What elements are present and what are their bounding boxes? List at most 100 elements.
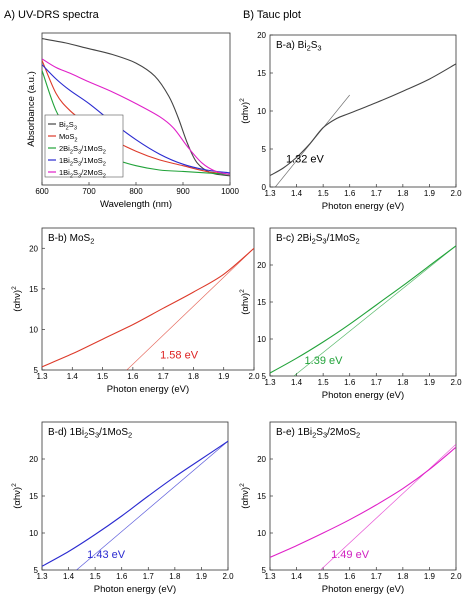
y-tick-label: 20 [29, 455, 38, 464]
x-tick-label: 1.6 [344, 378, 356, 387]
y-axis-label: Absorbance (a.u.) [26, 71, 37, 147]
series-group [42, 440, 228, 570]
x-tick-label: 2.0 [450, 378, 462, 387]
bandgap-annotation: 1.43 eV [87, 549, 126, 561]
section-header-uvdrs: A) UV-DRS spectra [4, 9, 100, 21]
chart-b_a: 1.3 1.4 1.5 1.6 1.7 1.8 1.9 2.0 0 5 10 15 20 Photon e… [239, 31, 462, 212]
x-tick-label: 1.4 [63, 572, 75, 581]
y-tick-label: 10 [29, 529, 38, 538]
x-tick-label: 1.4 [291, 378, 303, 387]
x-tick-label: 600 [35, 187, 49, 196]
x-tick-label: 2.0 [248, 372, 260, 381]
x-tick-label: 1.6 [127, 372, 139, 381]
plot-title: B-c) 2Bi2S3/1MoS2 [276, 233, 360, 246]
x-tick-label: 1.3 [264, 572, 276, 581]
legend-entry: 2Bi2S3/1MoS2 [59, 144, 106, 156]
x-tick-label: 1.7 [371, 572, 383, 581]
series-group [42, 247, 254, 370]
y-tick-label: 10 [257, 335, 266, 344]
x-axis-label: Photon energy (eV) [94, 584, 176, 595]
plot-frame [41, 421, 229, 571]
series-line [42, 60, 230, 175]
bandgap-annotation: 1.39 eV [305, 355, 344, 367]
y-tick-label: 15 [29, 492, 38, 501]
legend-entry: MoS2 [59, 132, 78, 144]
y-axis-label: (αhν)2 [11, 483, 23, 509]
fit-line [293, 245, 456, 376]
x-tick-label: 1000 [221, 187, 239, 196]
x-tick-label: 1.4 [67, 372, 79, 381]
x-tick-label: 1.8 [397, 189, 409, 198]
x-tick-label: 2.0 [222, 572, 234, 581]
y-tick-label: 0 [262, 183, 267, 192]
x-tick-label: 1.4 [291, 572, 303, 581]
y-axis-label: (αhν)2 [239, 483, 251, 509]
x-tick-label: 1.7 [371, 189, 383, 198]
y-tick-label: 5 [34, 566, 39, 575]
x-tick-label: 1.3 [36, 372, 48, 381]
chart-b_e: 1.3 1.4 1.5 1.6 1.7 1.8 1.9 2.0 5 10 15 20 Photon en… [239, 421, 462, 595]
y-tick-label: 10 [257, 529, 266, 538]
y-axis-label: (αhν)2 [239, 289, 251, 315]
y-tick-label: 15 [29, 285, 38, 294]
series-line [42, 38, 230, 177]
bandgap-annotation: 1.49 eV [331, 549, 370, 561]
series-line [270, 245, 456, 374]
x-tick-label: 1.7 [371, 378, 383, 387]
fit-line [76, 440, 228, 570]
fit-line [320, 443, 456, 570]
series-line [42, 440, 228, 567]
plot-frame [41, 227, 255, 371]
x-tick-label: 1.9 [424, 378, 436, 387]
plot-title: B-a) Bi2S3 [276, 40, 322, 53]
series-line [270, 446, 456, 558]
series-line [42, 247, 254, 368]
x-axis-label: Photon energy (eV) [322, 201, 404, 212]
x-tick-label: 1.7 [143, 572, 155, 581]
y-axis-label: (αhν)2 [11, 286, 23, 312]
y-tick-label: 10 [29, 325, 38, 334]
x-tick-label: 1.8 [397, 378, 409, 387]
series-line [42, 58, 230, 175]
x-tick-label: 1.5 [318, 189, 330, 198]
x-tick-label: 1.3 [264, 378, 276, 387]
y-tick-label: 5 [34, 366, 39, 375]
y-tick-label: 5 [262, 372, 267, 381]
x-tick-label: 1.6 [344, 572, 356, 581]
x-tick-label: 1.9 [424, 189, 436, 198]
series-group [270, 443, 456, 570]
x-tick-label: 1.4 [291, 189, 303, 198]
y-axis-label: (αhν)2 [239, 98, 251, 124]
y-tick-label: 20 [257, 31, 266, 40]
x-tick-label: 1.5 [97, 372, 109, 381]
x-tick-label: 1.6 [116, 572, 128, 581]
x-axis-label: Photon energy (eV) [322, 390, 404, 401]
series-line [270, 63, 456, 177]
legend-entry: 1Bi2S3/2MoS2 [59, 168, 106, 180]
legend-box [44, 114, 124, 178]
x-tick-label: 1.7 [158, 372, 170, 381]
x-tick-label: 1.9 [218, 372, 230, 381]
x-tick-label: 1.6 [344, 189, 356, 198]
section-header-tauc: B) Tauc plot [243, 9, 301, 21]
series-line [42, 64, 230, 174]
plots-container: 600 700 800 900 1000 Wavelength (nm) Absorbanc… [11, 31, 462, 595]
plot-frame [269, 227, 457, 377]
y-tick-label: 5 [262, 566, 267, 575]
x-tick-label: 2.0 [450, 572, 462, 581]
y-tick-label: 20 [257, 455, 266, 464]
x-axis-label: Photon energy (eV) [107, 384, 189, 395]
y-tick-label: 15 [257, 69, 266, 78]
x-tick-label: 1.8 [169, 572, 181, 581]
fit-line [126, 248, 254, 370]
x-tick-label: 1.8 [397, 572, 409, 581]
chart-b_d: 1.3 1.4 1.5 1.6 1.7 1.8 1.9 2.0 5 10 15 20 Photon en… [11, 421, 234, 595]
y-tick-label: 15 [257, 492, 266, 501]
x-tick-label: 700 [82, 187, 96, 196]
series-group [270, 245, 456, 376]
x-tick-label: 2.0 [450, 189, 462, 198]
y-tick-label: 20 [29, 244, 38, 253]
series-group [270, 63, 456, 187]
